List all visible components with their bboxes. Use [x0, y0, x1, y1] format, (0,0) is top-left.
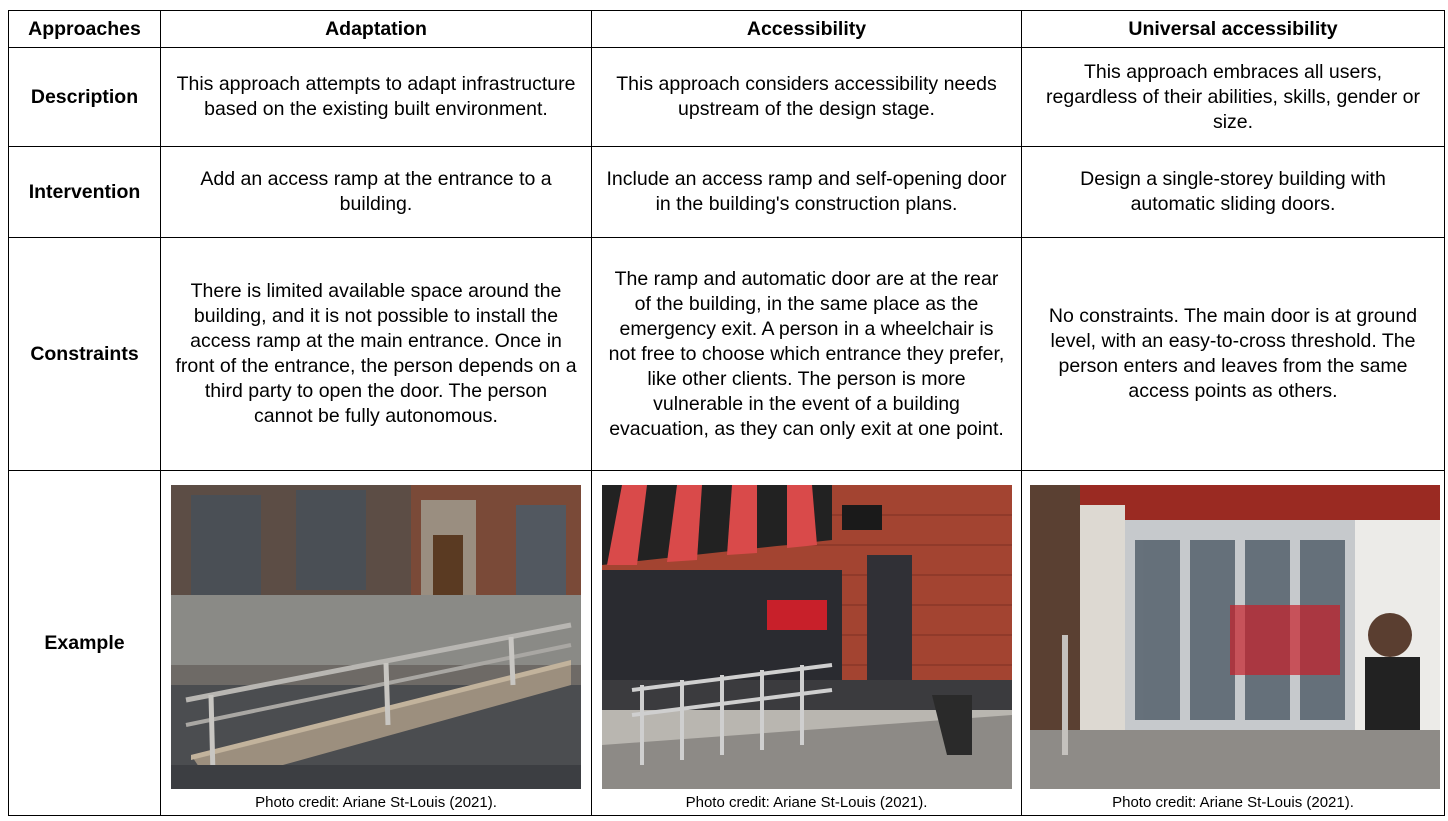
- row-label: Intervention: [8, 146, 161, 238]
- cell: This approach attempts to adapt infrastr…: [160, 47, 592, 147]
- row-label: Example: [8, 470, 161, 816]
- cell: Design a single-storey building with aut…: [1021, 146, 1445, 238]
- photo-credit: Photo credit: Ariane St-Louis (2021).: [255, 794, 497, 811]
- row: Description This approach attempts to ad…: [8, 47, 1445, 147]
- approaches-table: Approaches Adaptation Accessibility Univ…: [8, 10, 1445, 816]
- row: Constraints There is limited available s…: [8, 237, 1445, 471]
- cell: This approach embraces all users, regard…: [1021, 47, 1445, 147]
- cell: Add an access ramp at the entrance to a …: [160, 146, 592, 238]
- photo-ramp: [171, 485, 581, 789]
- photo-sliding-doors: [1030, 485, 1440, 789]
- cell: Include an access ramp and self-opening …: [591, 146, 1022, 238]
- header-row: Approaches Adaptation Accessibility Univ…: [8, 10, 1445, 48]
- cell: Photo credit: Ariane St-Louis (2021).: [160, 470, 592, 816]
- header-cell: Approaches: [8, 10, 161, 48]
- cell: This approach considers accessibility ne…: [591, 47, 1022, 147]
- photo-credit: Photo credit: Ariane St-Louis (2021).: [685, 794, 928, 811]
- cell: There is limited available space around …: [160, 237, 592, 471]
- row: Example Photo: [8, 470, 1445, 816]
- header-cell: Adaptation: [160, 10, 592, 48]
- row-label: Description: [8, 47, 161, 147]
- cell: Photo credit: Ariane St-Louis (2021).: [1021, 470, 1445, 816]
- header-cell: Universal accessibility: [1021, 10, 1445, 48]
- photo-credit: Photo credit: Ariane St-Louis (2021).: [1112, 794, 1354, 811]
- header-cell: Accessibility: [591, 10, 1022, 48]
- row: Intervention Add an access ramp at the e…: [8, 146, 1445, 238]
- row-label: Constraints: [8, 237, 161, 471]
- cell: The ramp and automatic door are at the r…: [591, 237, 1022, 471]
- cell: No constraints. The main door is at grou…: [1021, 237, 1445, 471]
- cell: Photo credit: Ariane St-Louis (2021).: [591, 470, 1022, 816]
- photo-storefront: [601, 485, 1012, 789]
